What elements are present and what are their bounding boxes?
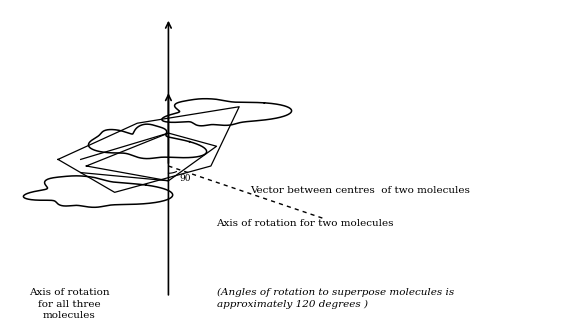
Text: Axis of rotation
for all three
molecules: Axis of rotation for all three molecules	[29, 288, 110, 320]
Text: 90: 90	[180, 174, 191, 183]
Text: Axis of rotation for two molecules: Axis of rotation for two molecules	[217, 219, 394, 228]
Text: (Angles of rotation to superpose molecules is
approximately 120 degrees ): (Angles of rotation to superpose molecul…	[217, 288, 454, 309]
Text: Vector between centres  of two molecules: Vector between centres of two molecules	[250, 186, 471, 195]
